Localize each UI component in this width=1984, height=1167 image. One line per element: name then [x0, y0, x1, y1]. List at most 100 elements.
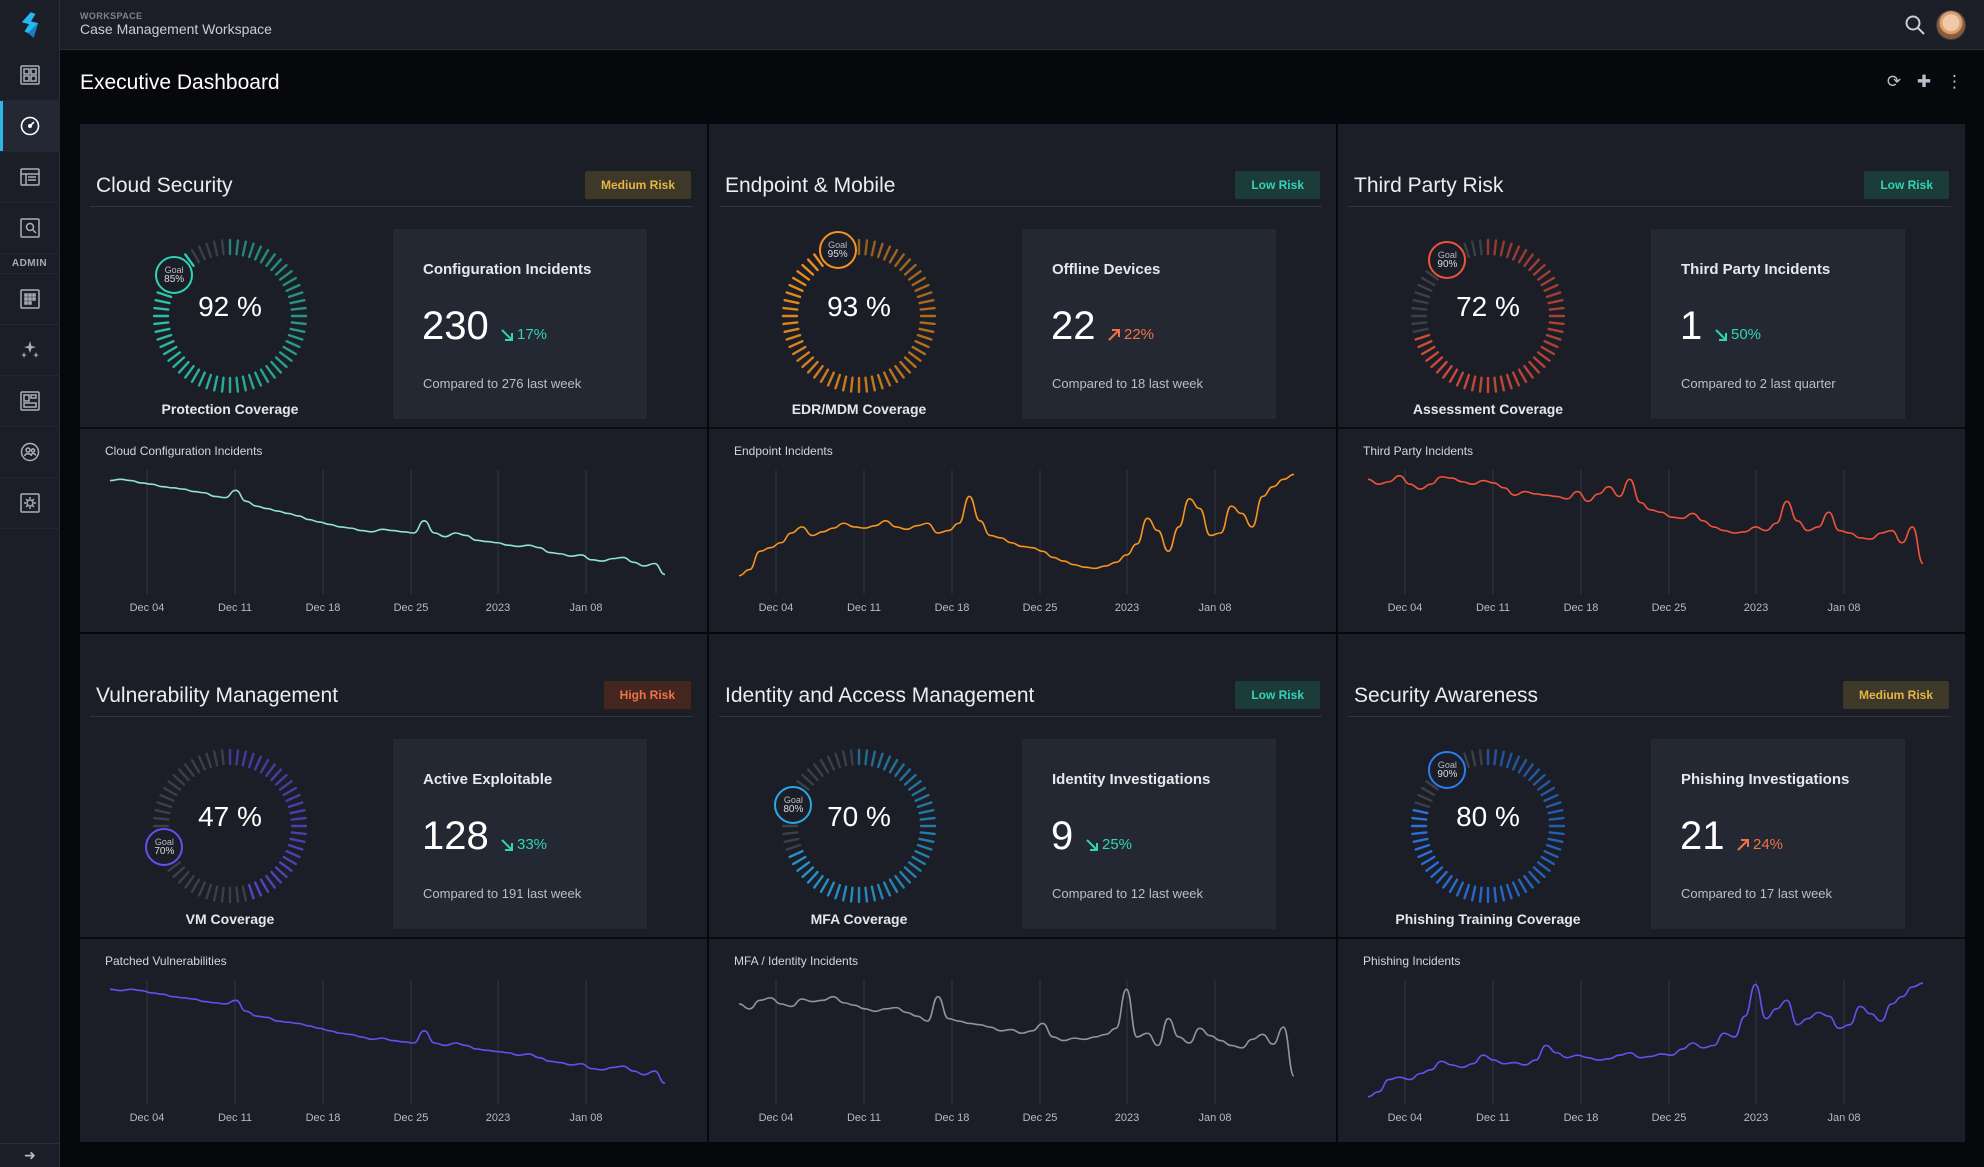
stat-title: Offline Devices: [1052, 261, 1161, 278]
coverage-gauge: [152, 748, 308, 904]
user-avatar[interactable]: [1936, 10, 1966, 40]
gauge-tick: [197, 881, 206, 897]
gauge-tick: [290, 306, 307, 311]
add-widget-icon[interactable]: ✚: [1916, 72, 1932, 91]
gauge-tick: [274, 263, 288, 276]
gauge-tick: [918, 837, 935, 844]
gauge-tick: [1420, 786, 1436, 797]
gauge-tick: [154, 298, 171, 305]
x-tick-label: 2023: [1115, 1112, 1139, 1124]
gauge-tick: [796, 270, 811, 281]
gauge-tick: [1543, 850, 1559, 859]
gauge-tick: [289, 298, 306, 305]
nav-admin-apps[interactable]: [0, 274, 60, 325]
stat-trend: 33%: [500, 836, 547, 853]
risk-badge: High Risk: [603, 681, 691, 709]
gauge-tick: [278, 351, 293, 362]
gauge-tick: [907, 351, 922, 362]
refresh-icon[interactable]: ⟳: [1886, 72, 1902, 91]
stat-title: Identity Investigations: [1052, 771, 1211, 788]
gauge-tick: [235, 376, 240, 393]
trend-down-arrow-icon: [501, 838, 513, 851]
panel-summary: Third Party Risk Low Risk 72 % Assessment C…: [1338, 124, 1965, 429]
gauge-label: Phishing Training Coverage: [1395, 911, 1581, 927]
gauge-tick: [197, 245, 206, 261]
gauge-tick: [289, 808, 306, 815]
gauge-tick: [870, 375, 877, 392]
trend-up-arrow-icon: [1737, 838, 1749, 851]
gauge-tick: [918, 298, 935, 305]
coverage-gauge: [1410, 748, 1566, 904]
gauge-tick: [785, 843, 802, 851]
stat-card: Offline Devices 22 22% Compared to 18 last …: [1022, 229, 1276, 419]
gauge-tick: [1417, 340, 1433, 349]
app-logo[interactable]: [0, 0, 60, 50]
gauge-tick: [914, 340, 930, 349]
gauge-tick: [791, 276, 807, 287]
goal-label: Goal: [828, 240, 848, 251]
gauge-tick: [287, 333, 304, 341]
gauge-tick: [791, 345, 807, 356]
gauge-tick: [1417, 850, 1433, 859]
stat-comparison: Compared to 2 last quarter: [1681, 376, 1836, 391]
gauge-tick: [1412, 327, 1429, 334]
more-options-icon[interactable]: ⋮: [1946, 72, 1963, 91]
gauge-tick: [259, 878, 270, 894]
goal-marker: Goal 70%: [145, 828, 184, 867]
search-icon[interactable]: [1904, 14, 1926, 36]
nav-automations[interactable]: [0, 325, 60, 376]
workspace-name[interactable]: Case Management Workspace: [80, 21, 272, 37]
nav-settings[interactable]: [0, 478, 60, 529]
sidebar: ADMIN ➜: [0, 0, 60, 1167]
gauge-tick: [916, 801, 933, 809]
expand-sidebar-icon[interactable]: ➜: [0, 1143, 60, 1167]
trend-percent: 25%: [1102, 836, 1133, 853]
gauge-tick: [864, 376, 869, 393]
nav-users[interactable]: [0, 427, 60, 478]
x-tick-label: Dec 18: [935, 602, 970, 614]
gauge-tick: [265, 364, 276, 379]
gauge-tick: [782, 321, 799, 326]
goal-marker: Goal 95%: [818, 231, 857, 270]
gauge-tick: [826, 881, 835, 897]
goal-value: 85%: [164, 274, 185, 286]
gauge-tick: [911, 855, 927, 866]
gauge-tick: [876, 752, 884, 769]
series-line: [1367, 474, 1924, 565]
gauge-tick: [274, 356, 288, 369]
nav-investigations[interactable]: [0, 203, 60, 254]
gauge-tick: [788, 340, 804, 349]
stat-comparison: Compared to 12 last week: [1052, 886, 1204, 901]
gauge-tick: [167, 780, 182, 791]
gauge-tick: [287, 801, 304, 809]
nav-executive-dashboard[interactable]: [0, 101, 60, 152]
gauge-tick: [1536, 351, 1551, 362]
risk-badge: Low Risk: [1235, 171, 1320, 199]
gauge-tick: [153, 321, 170, 326]
gauge-tick: [918, 327, 935, 334]
nav-reports[interactable]: [0, 152, 60, 203]
gauge-tick: [834, 752, 842, 769]
x-tick-label: 2023: [486, 602, 510, 614]
risk-badge: Medium Risk: [584, 171, 691, 199]
gauge-tick: [278, 270, 293, 281]
risk-badge: Medium Risk: [1842, 681, 1949, 709]
gauge-tick: [241, 750, 248, 767]
gauge-tick: [1536, 780, 1551, 791]
gauge-tick: [1517, 368, 1528, 384]
stat-value: 9: [1051, 814, 1074, 858]
gauge-tick: [1455, 371, 1464, 387]
nav-dashboards[interactable]: [0, 50, 60, 101]
gauge-tick: [1540, 345, 1556, 356]
gauge-tick: [1478, 376, 1483, 393]
panel-divider: [1348, 716, 1951, 717]
gauge-tick: [919, 321, 936, 326]
x-tick-label: Dec 25: [1652, 1112, 1687, 1124]
top-bar: WORKSPACE Case Management Workspace: [60, 0, 1984, 50]
gauge-tick: [184, 364, 195, 379]
gauge-tick: [1543, 340, 1559, 349]
gauge-tick: [883, 371, 892, 387]
nav-layouts[interactable]: [0, 376, 60, 427]
gauge-tick: [172, 356, 186, 369]
goal-value: 80%: [783, 803, 804, 815]
